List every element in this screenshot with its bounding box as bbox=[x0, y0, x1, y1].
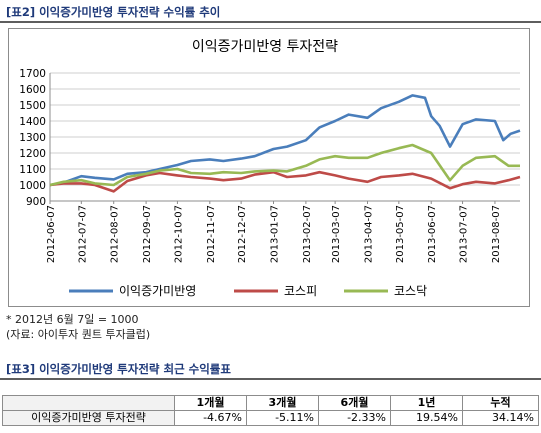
legend-label: 코스닥 bbox=[394, 284, 427, 298]
series-line-1 bbox=[49, 94, 521, 187]
divider bbox=[0, 378, 541, 380]
table-cell: -4.67% bbox=[174, 410, 247, 426]
table-cell: -2.33% bbox=[318, 410, 391, 426]
x-tick-label: 2012-08-07 bbox=[110, 205, 121, 263]
x-tick-label: 2013-02-07 bbox=[302, 205, 313, 263]
y-tick-label: 1000 bbox=[19, 180, 46, 192]
base-note: * 2012년 6월 7일 = 1000 bbox=[6, 313, 139, 326]
table-row: 이익증가미반영 투자전략 -4.67% -5.11% -2.33% 19.54%… bbox=[2, 410, 539, 426]
x-tick-label: 2013-05-07 bbox=[395, 205, 406, 263]
table-header-cell: 1년 bbox=[390, 395, 463, 411]
returns-table: 1개월 3개월 6개월 1년 누적 이익증가미반영 투자전략 -4.67% -5… bbox=[2, 395, 539, 426]
table-caption: [표3] 이익증가미반영 투자전략 최근 수익률표 bbox=[6, 362, 231, 376]
x-tick-label: 2013-01-07 bbox=[270, 205, 281, 263]
x-tick-label: 2012-06-07 bbox=[46, 205, 57, 263]
y-tick-label: 900 bbox=[26, 196, 46, 208]
x-tick-label: 2013-06-07 bbox=[427, 205, 438, 263]
line-chart: 이익증가미반영 투자전략 900 1000 1100 1200 1300 1400 1500… bbox=[19, 39, 521, 298]
table-header-cell: 3개월 bbox=[246, 395, 319, 411]
x-tick-label: 2013-04-07 bbox=[364, 205, 375, 263]
legend-label: 코스피 bbox=[284, 284, 317, 298]
table-header-cell: 1개월 bbox=[174, 395, 247, 411]
y-tick-label: 1600 bbox=[19, 84, 46, 96]
figure-caption: [표2] 이익증가미반영 투자전략 수익률 추이 bbox=[6, 5, 221, 19]
y-tick-label: 1300 bbox=[19, 132, 46, 144]
x-tick-label: 2012-09-07 bbox=[142, 205, 153, 263]
x-tick-label: 2012-07-07 bbox=[77, 205, 88, 263]
divider bbox=[0, 21, 541, 23]
y-tick-label: 1500 bbox=[19, 100, 46, 112]
table-cell: 19.54% bbox=[390, 410, 463, 426]
x-tick-label: 2013-07-07 bbox=[459, 205, 470, 263]
x-tick-label: 2012-10-07 bbox=[173, 205, 184, 263]
table-cell: -5.11% bbox=[246, 410, 319, 426]
x-tick-label: 2013-08-07 bbox=[491, 205, 502, 263]
table-header-cell: 6개월 bbox=[318, 395, 391, 411]
x-tick-label: 2012-12-07 bbox=[237, 205, 248, 263]
table-row-label: 이익증가미반영 투자전략 bbox=[2, 410, 175, 426]
table-cell: 34.14% bbox=[462, 410, 539, 426]
table-header-row: 1개월 3개월 6개월 1년 누적 bbox=[2, 395, 539, 411]
x-tick-label: 2013-03-07 bbox=[331, 205, 342, 263]
series-line-2 bbox=[49, 170, 521, 193]
table-header-cell bbox=[2, 395, 175, 411]
y-tick-label: 1100 bbox=[19, 164, 46, 176]
series-line-3 bbox=[49, 143, 520, 187]
y-tick-label: 1200 bbox=[19, 148, 46, 160]
legend-label: 이익증가미반영 bbox=[119, 284, 196, 298]
table-header-cell: 누적 bbox=[462, 395, 539, 411]
source-note: (자료: 아이투자 퀀트 투자클럽) bbox=[6, 328, 151, 341]
chart-container: 이익증가미반영 투자전략 900 1000 1100 1200 1300 1400 1500… bbox=[8, 28, 530, 307]
x-tick-label: 2012-11-07 bbox=[206, 205, 217, 263]
y-tick-label: 1700 bbox=[19, 68, 46, 80]
chart-title: 이익증가미반영 투자전략 bbox=[192, 39, 338, 55]
y-tick-label: 1400 bbox=[19, 116, 46, 128]
